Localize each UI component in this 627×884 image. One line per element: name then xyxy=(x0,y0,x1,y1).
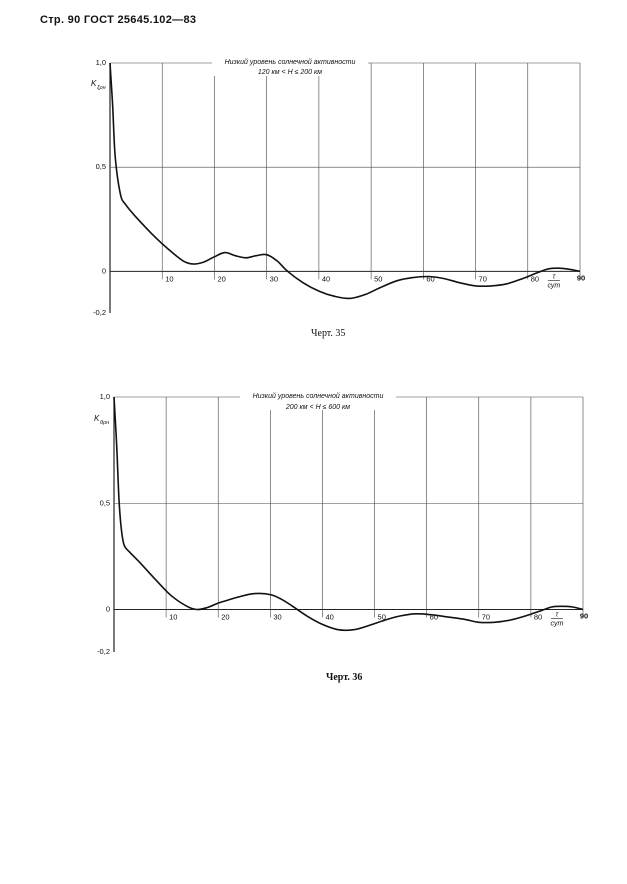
x-tick-label: 30 xyxy=(273,613,281,622)
x-unit-label: сут xyxy=(551,621,564,628)
chart-36-svg: 1,0 0,5 0 -0,2 10 20 30 40 50 60 70 80 90 τ сут K θρн Низ… xyxy=(94,391,588,656)
y-tick-label: -0,2 xyxy=(93,308,106,317)
x-tick-label: 50 xyxy=(374,274,382,283)
y-tick-label: 0 xyxy=(102,266,106,275)
x-tick-label: 30 xyxy=(270,274,278,283)
y-tick-label: -0,2 xyxy=(97,647,110,656)
y-tick-label: 1,0 xyxy=(100,392,110,401)
x-unit-label: сут xyxy=(548,282,561,289)
x-tick-label: 20 xyxy=(221,613,229,622)
x-tick-label: 80 xyxy=(531,274,539,283)
annotation-line-1: Низкий уровень солнечной активности xyxy=(253,392,384,400)
x-tick-label: 90 xyxy=(580,612,588,621)
x-unit-label: τ xyxy=(556,612,559,619)
annotation-background xyxy=(212,57,368,76)
y-axis-label-subscript: ξρн xyxy=(97,85,106,91)
x-tick-label: 50 xyxy=(378,613,386,622)
annotation-line-2: 200 км < H ≤ 600 км xyxy=(285,404,350,411)
x-tick-label: 10 xyxy=(165,274,173,283)
y-tick-label: 0 xyxy=(106,605,110,614)
y-axis-label: K xyxy=(94,414,100,423)
x-tick-label: 80 xyxy=(534,613,542,622)
page-header: Стр. 90 ГОСТ 25645.102—83 xyxy=(40,14,197,26)
y-tick-label: 0,5 xyxy=(96,162,106,171)
data-series-line xyxy=(113,396,584,632)
chart-35-svg: 1,0 0,5 0 -0,2 10 20 30 40 50 60 70 80 90 τ сут K ξρн Низ… xyxy=(91,57,585,317)
x-tick-label: 40 xyxy=(325,613,333,622)
x-unit-label: τ xyxy=(553,273,556,280)
x-tick-label: 60 xyxy=(426,274,434,283)
chart-caption: Черт. 35 xyxy=(311,328,346,339)
x-tick-label: 20 xyxy=(217,274,225,283)
x-tick-label: 90 xyxy=(577,273,585,282)
x-tick-label: 40 xyxy=(322,274,330,283)
x-tick-label: 60 xyxy=(430,613,438,622)
annotation-line-2: 120 км < H ≤ 200 км xyxy=(258,69,322,76)
annotation-background xyxy=(240,391,396,410)
y-axis-label: K xyxy=(91,79,97,88)
annotation-line-1: Низкий уровень солнечной активности xyxy=(225,58,356,66)
y-tick-label: 1,0 xyxy=(96,58,106,67)
x-tick-label: 70 xyxy=(479,274,487,283)
y-axis-label-subscript: θρн xyxy=(100,420,109,426)
y-tick-label: 0,5 xyxy=(100,498,110,507)
x-tick-label: 10 xyxy=(169,613,177,622)
data-series-line xyxy=(109,62,581,300)
x-tick-label: 70 xyxy=(482,613,490,622)
chart-caption: Черт. 36 xyxy=(326,672,363,683)
